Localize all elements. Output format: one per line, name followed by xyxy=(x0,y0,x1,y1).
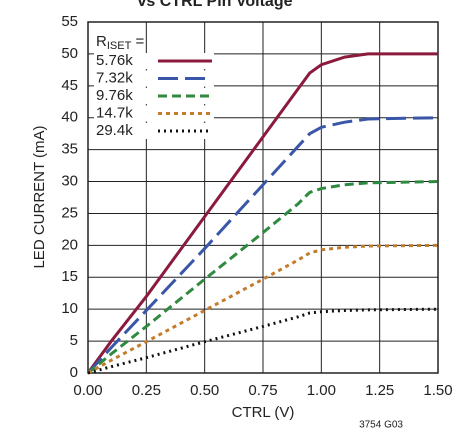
legend-title-tail: = xyxy=(131,33,144,50)
y-tick-label: 55 xyxy=(61,13,78,30)
y-tick-label: 20 xyxy=(61,236,78,253)
plot-frame xyxy=(87,21,439,374)
y-tick-label: 15 xyxy=(61,268,78,285)
legend-bg xyxy=(94,70,214,87)
x-tick-label: 0.00 xyxy=(73,382,102,399)
y-tick-label: 30 xyxy=(61,173,78,190)
legend-bg xyxy=(94,88,214,104)
x-tick-label: 1.50 xyxy=(423,382,452,399)
y-tick-label: 25 xyxy=(61,204,78,221)
y-axis-label: LED CURRENT (mA) xyxy=(31,125,48,268)
legend-title-sub: ISET xyxy=(107,40,132,52)
series-line xyxy=(86,52,438,374)
y-tick-label: 45 xyxy=(61,77,78,94)
series-line xyxy=(86,116,439,375)
x-tick-label: 1.25 xyxy=(365,382,394,399)
x-tick-label: 1.00 xyxy=(307,382,336,399)
legend-label: 9.76k xyxy=(96,87,133,104)
series-line xyxy=(87,180,439,375)
x-tick-label: 0.50 xyxy=(190,382,219,399)
legend-bg xyxy=(94,105,214,122)
legend-label: 29.4k xyxy=(96,122,133,139)
legend-label: 14.7k xyxy=(96,104,133,121)
footnote: 3754 G03 xyxy=(359,420,403,431)
legend-title: RISET = xyxy=(96,33,144,52)
legend-title-main: R xyxy=(96,33,107,50)
legend-bg xyxy=(94,53,214,69)
series-line xyxy=(87,307,439,375)
series-line xyxy=(87,243,439,375)
x-tick-label: 0.25 xyxy=(132,382,161,399)
legend-label: 7.32k xyxy=(96,69,133,86)
y-tick-label: 35 xyxy=(61,141,78,158)
y-tick-label: 40 xyxy=(61,109,78,126)
legend-label: 5.76k xyxy=(96,52,133,69)
y-tick-label: 5 xyxy=(70,332,78,349)
legend-bg xyxy=(94,123,214,139)
x-axis-label: CTRL (V) xyxy=(232,404,295,421)
x-tick-label: 0.75 xyxy=(248,382,277,399)
y-tick-label: 50 xyxy=(61,45,78,62)
y-tick-label: 10 xyxy=(61,300,78,317)
y-tick-label: 0 xyxy=(70,364,78,381)
chart-title: vs CTRL Pin Voltage xyxy=(138,0,293,10)
